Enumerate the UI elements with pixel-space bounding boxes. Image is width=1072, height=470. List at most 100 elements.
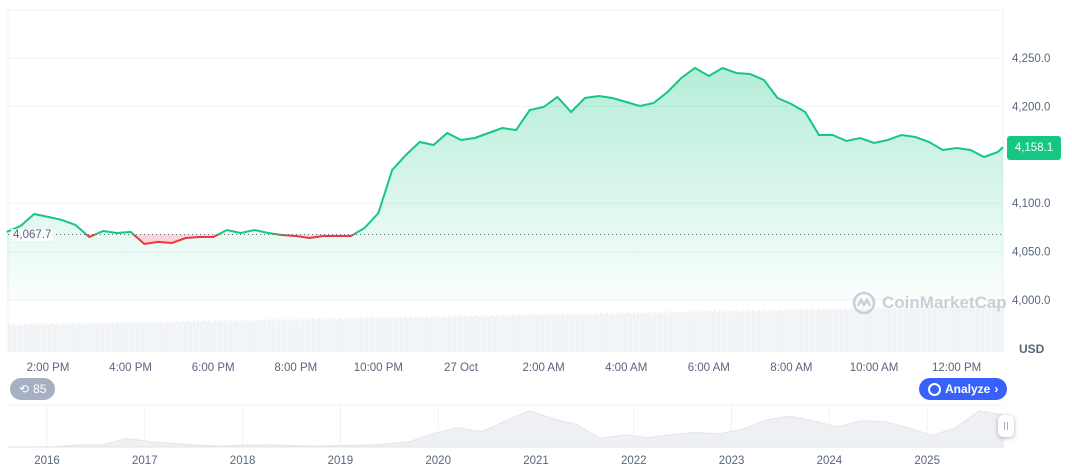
volume-bar <box>518 313 521 352</box>
volume-bar <box>863 309 866 352</box>
volume-bar <box>278 318 281 352</box>
volume-bar <box>520 315 523 352</box>
x-tick-label: 8:00 AM <box>770 362 812 374</box>
volume-bar <box>859 308 862 352</box>
volume-bar <box>272 320 274 352</box>
volume-bar <box>144 321 147 352</box>
volume-bar <box>239 321 241 352</box>
volume-bar <box>162 322 164 352</box>
volume-bar <box>199 321 202 352</box>
volume-bar <box>318 318 320 352</box>
volume-bar <box>362 318 364 352</box>
price-line-down <box>84 234 356 246</box>
volume-bar <box>736 309 738 352</box>
volume-bar <box>951 306 954 352</box>
volume-bar <box>509 316 512 352</box>
volume-bar <box>621 311 624 352</box>
volume-bar <box>305 319 307 352</box>
volume-bar <box>989 306 991 352</box>
volume-bar <box>322 317 325 352</box>
volume-bar <box>969 305 972 352</box>
y-tick-label: 4,250.0 <box>1012 53 1050 65</box>
volume-bar <box>767 310 769 352</box>
volume-bar <box>582 314 584 352</box>
volume-bar <box>569 314 571 352</box>
volume-bar <box>580 314 582 352</box>
volume-bar <box>16 324 19 352</box>
history-icon: ⟲ <box>19 382 30 396</box>
volume-bar <box>617 312 620 352</box>
volume-bar <box>126 321 129 352</box>
price-line-up <box>6 66 1004 235</box>
volume-bar <box>243 321 246 352</box>
volume-bar <box>852 309 855 352</box>
y-tick-label: 4,200.0 <box>1012 101 1050 113</box>
volume-bar <box>712 312 714 352</box>
volume-bar <box>527 315 529 352</box>
overview-year-label: 2020 <box>425 455 451 467</box>
volume-bar <box>474 314 477 352</box>
analyze-icon <box>928 382 941 396</box>
volume-bar <box>870 308 873 352</box>
volume-bar <box>936 306 939 352</box>
volume-bar <box>817 308 820 352</box>
volume-bar <box>778 310 780 352</box>
volume-bar <box>355 316 358 352</box>
volume-bar <box>404 316 406 352</box>
volume-bar <box>725 309 727 352</box>
volume-bar <box>203 320 206 352</box>
volume-bar <box>760 311 763 352</box>
volume-bar <box>285 318 287 352</box>
volume-bar <box>153 321 155 352</box>
volume-bar <box>692 310 694 352</box>
volume-bar <box>214 320 217 352</box>
analyze-button[interactable]: Analyze › <box>919 378 1008 400</box>
volume-bar <box>747 309 749 352</box>
volume-bar <box>223 320 226 352</box>
volume-bar <box>729 310 732 352</box>
volume-bar <box>839 307 842 352</box>
volume-bar <box>918 308 921 352</box>
volume-bar <box>98 323 100 352</box>
volume-bar <box>109 323 111 352</box>
volume-bar <box>267 319 270 352</box>
history-button[interactable]: ⟲ 85 <box>10 378 56 400</box>
volume-bar <box>483 316 485 352</box>
volume-bar <box>426 315 428 352</box>
volume-bar <box>140 323 142 352</box>
volume-bar <box>791 309 793 352</box>
range-slider-handle[interactable] <box>998 415 1014 437</box>
volume-bar <box>256 319 259 352</box>
volume-bar <box>701 312 703 352</box>
x-tick-label: 12:00 PM <box>932 362 981 374</box>
volume-bar <box>912 308 914 352</box>
volume-bar <box>74 323 76 352</box>
volume-bar <box>294 319 296 352</box>
volume-bar <box>553 315 556 352</box>
volume-bar <box>740 309 743 352</box>
volume-bar <box>650 312 653 352</box>
volume-bar <box>861 307 864 352</box>
volume-bar <box>940 307 943 352</box>
volume-bar <box>283 320 285 352</box>
volume-bar <box>665 311 668 352</box>
volume-bar <box>586 314 589 352</box>
volume-bar <box>69 324 72 352</box>
volume-bar <box>379 318 382 352</box>
volume-bar <box>311 317 314 352</box>
volume-bar <box>771 311 774 352</box>
price-area-fill <box>6 68 1003 300</box>
volume-bar <box>716 312 719 352</box>
volume-bar <box>208 319 210 352</box>
volume-bar <box>855 307 857 352</box>
volume-bar <box>811 308 813 352</box>
volume-bar <box>331 319 334 352</box>
volume-bar <box>410 316 413 352</box>
volume-bar <box>135 323 138 352</box>
volume-bar <box>492 314 494 352</box>
volume-bar <box>496 314 499 352</box>
volume-bar <box>195 322 197 352</box>
volume-bar <box>566 313 569 352</box>
volume-bar <box>309 320 312 352</box>
